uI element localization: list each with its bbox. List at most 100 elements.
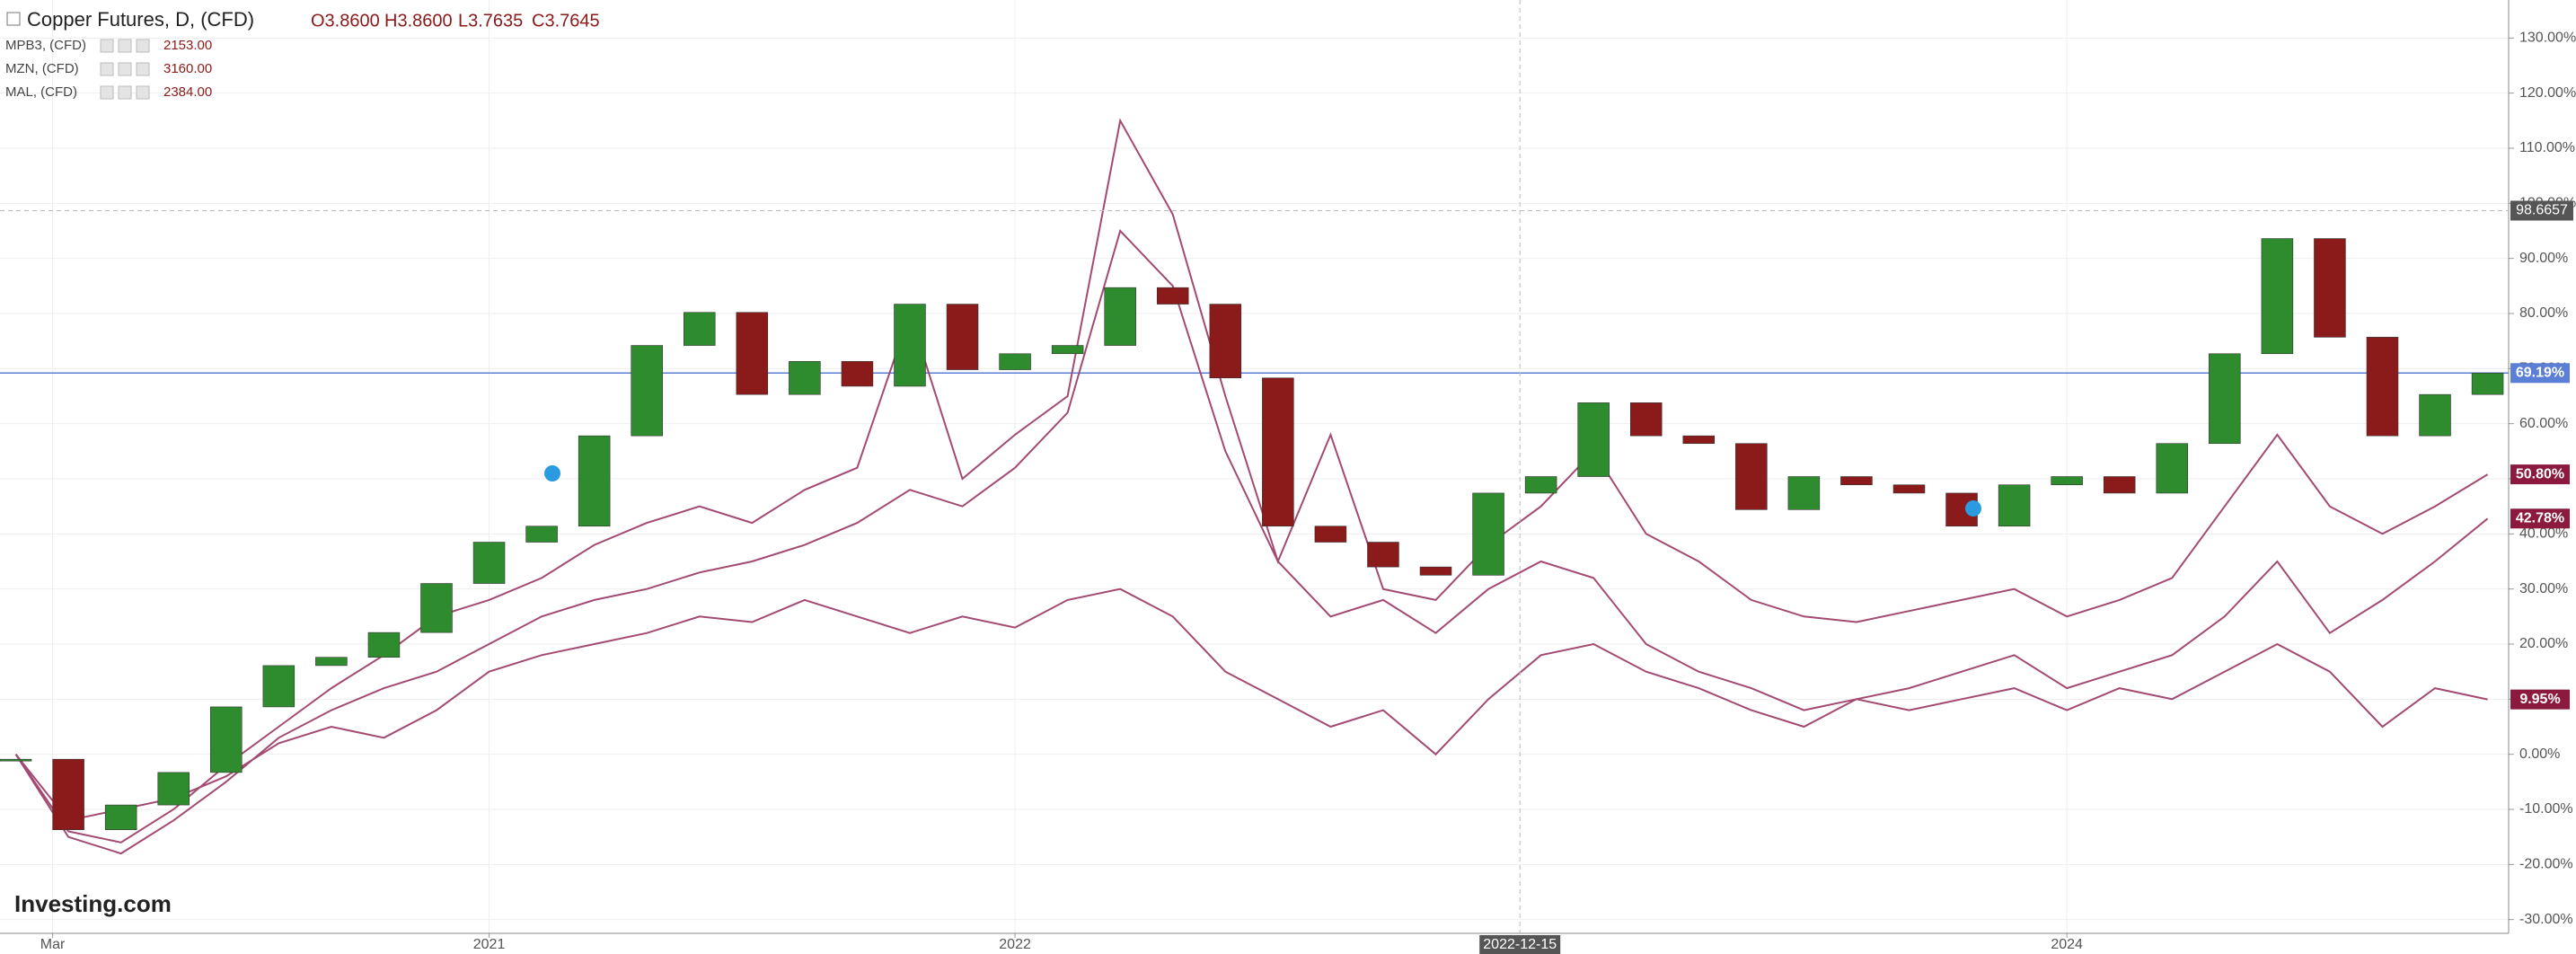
candle (52, 758, 84, 830)
legend-icon (118, 62, 132, 76)
x-tick-label: 2024 (2051, 937, 2083, 952)
candle (525, 526, 558, 543)
legend-icon (136, 39, 150, 53)
y-tick-label: -20.00% (2519, 857, 2573, 872)
high: H3.8600 (384, 11, 453, 31)
legend-icon (118, 39, 132, 53)
candle (789, 361, 821, 395)
candle (736, 312, 769, 395)
y-tick-label: 110.00% (2519, 140, 2575, 155)
grid (0, 0, 2509, 933)
y-tick-label: 60.00% (2519, 416, 2568, 431)
crosshair-y-label: 98.6657 (2516, 203, 2568, 218)
candle (2261, 238, 2294, 355)
y-tick-label: 80.00% (2519, 305, 2568, 321)
y-tick-label: 130.00% (2519, 31, 2576, 46)
legend-price: 2153.00 (163, 38, 212, 53)
legend-name: MPB3, (CFD) (5, 38, 86, 53)
last-label-box (2510, 508, 2570, 529)
crosshair-x-label: 2022-12-15 (1483, 937, 1557, 952)
candle (578, 435, 611, 527)
candle (1577, 402, 1610, 477)
candle (2471, 372, 2504, 395)
candle (2314, 238, 2346, 338)
logo: Investing.com (14, 890, 172, 917)
candle (1787, 476, 1821, 510)
event-marker[interactable] (1965, 500, 1981, 517)
event-marker[interactable] (544, 465, 560, 481)
x-tick-label: 2021 (473, 937, 506, 952)
last-label-box (2510, 464, 2570, 485)
y-tick-label: -30.00% (2519, 912, 2573, 927)
legend-name: MAL, (CFD) (5, 84, 77, 100)
comparison-line (14, 587, 2488, 822)
comparison-line (14, 229, 2489, 855)
candle (1156, 287, 1189, 305)
candle (1472, 492, 1504, 576)
candle (2209, 353, 2241, 445)
last-label-box (2510, 689, 2570, 710)
candle (2156, 443, 2189, 494)
plot (0, 118, 2504, 855)
candle (2366, 337, 2399, 437)
last-label: 42.78% (2516, 510, 2564, 526)
candle (894, 304, 926, 387)
candle (1998, 484, 2031, 527)
candle (684, 312, 716, 346)
candle (1629, 402, 1663, 437)
candle (1840, 476, 1873, 486)
last-label-box (2510, 363, 2570, 384)
candle (1314, 526, 1347, 543)
candle (210, 706, 243, 773)
candle (157, 772, 190, 806)
candle (1104, 287, 1136, 346)
candle (2103, 476, 2136, 494)
legend-icon (100, 85, 114, 100)
candle (2051, 476, 2083, 486)
candle (1051, 345, 1084, 355)
y-tick-label: 90.00% (2519, 251, 2568, 266)
legend-icon (136, 85, 150, 100)
legend-price: 2384.00 (163, 84, 212, 100)
x-tick-label: Mar (40, 937, 66, 952)
candle (1735, 443, 1768, 510)
y-tick-label: 120.00% (2519, 85, 2576, 101)
candle (1367, 542, 1399, 568)
close: C3.7645 (532, 11, 600, 31)
candle (999, 353, 1031, 370)
legend-price: 3160.00 (163, 61, 212, 76)
y-tick-label: 40.00% (2519, 526, 2568, 542)
y-tick-label: 30.00% (2519, 581, 2568, 596)
y-tick-label: -10.00% (2519, 801, 2573, 817)
collapse-icon[interactable] (6, 12, 21, 26)
candle (104, 804, 137, 830)
legend-name: MZN, (CFD) (5, 61, 79, 76)
crosshair-x-box (1479, 935, 1561, 954)
last-label: 50.80% (2516, 466, 2564, 481)
last-label: 9.95% (2519, 692, 2560, 707)
open: O3.8600 (311, 11, 380, 31)
candle (0, 758, 32, 762)
candle (841, 361, 874, 387)
candle (1524, 476, 1557, 494)
y-tick-label: 20.00% (2519, 636, 2568, 651)
candle (1209, 304, 1242, 379)
candle (1419, 566, 1452, 576)
y-tick-label: 0.00% (2519, 746, 2560, 762)
x-tick-label: 2022 (999, 937, 1031, 952)
legend-icon (100, 62, 114, 76)
legend-icon (136, 62, 150, 76)
candle (1262, 377, 1294, 527)
low: L3.7635 (458, 11, 523, 31)
crosshair-y-box (2510, 200, 2573, 221)
candle (946, 304, 979, 370)
candle (631, 345, 663, 437)
legend-icon (100, 39, 114, 53)
candle (1892, 484, 1926, 494)
candle (472, 542, 506, 584)
candle (367, 632, 401, 658)
last-label: 69.19% (2516, 366, 2564, 381)
candle (420, 583, 453, 633)
legend-icon (118, 85, 132, 100)
